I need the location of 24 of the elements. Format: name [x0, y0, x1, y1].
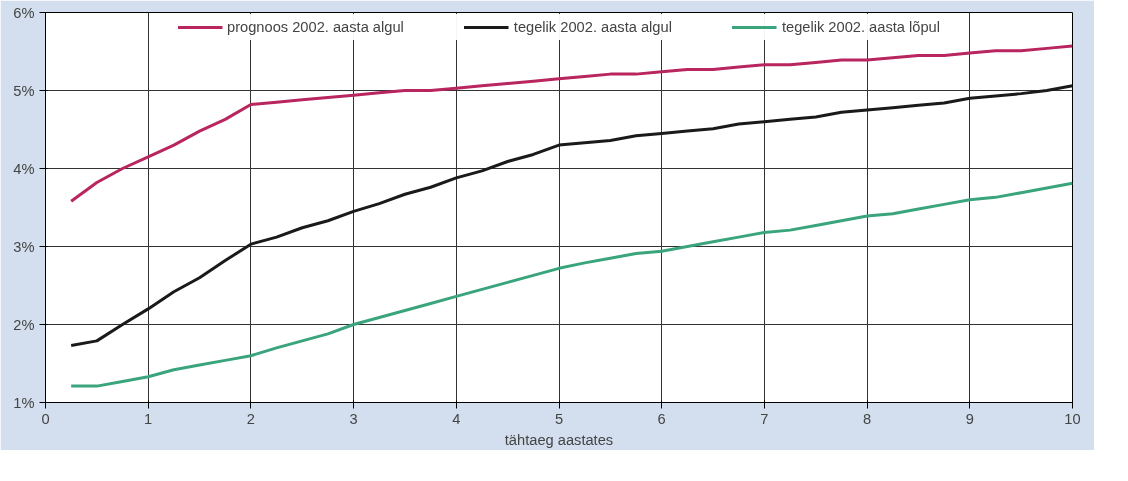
y-tick-label: 5% [13, 82, 35, 99]
y-tick-label: 4% [13, 160, 35, 177]
x-tick-label: 3 [349, 410, 358, 427]
line-series [69, 181, 1073, 388]
x-tick-label: 8 [863, 410, 872, 427]
legend-label: tegelik 2002. aasta lõpul [781, 19, 940, 35]
y-tick-label: 6% [13, 4, 35, 21]
y-tick-label: 1% [13, 394, 35, 411]
y-tick-label: 2% [13, 316, 35, 333]
x-tick-label: 6 [657, 410, 666, 427]
x-tick-label: 2 [246, 410, 255, 427]
line-series [69, 84, 1073, 348]
x-tick-label: 9 [965, 410, 974, 427]
x-tick-label: 5 [554, 410, 564, 427]
x-tick-label: 1 [144, 410, 153, 427]
y-tick-label: 3% [13, 238, 35, 255]
x-tick-label: 7 [760, 410, 769, 427]
legend-label: tegelik 2002. aasta algul [513, 19, 672, 35]
x-axis-title: tähtaeg aastates [504, 431, 614, 448]
x-tick-label: 0 [41, 410, 50, 427]
line-series [69, 44, 1073, 203]
x-tick-label: 10 [1064, 410, 1081, 427]
x-tick-label: 4 [452, 410, 461, 427]
legend-label: prognoos 2002. aasta algul [227, 19, 404, 35]
